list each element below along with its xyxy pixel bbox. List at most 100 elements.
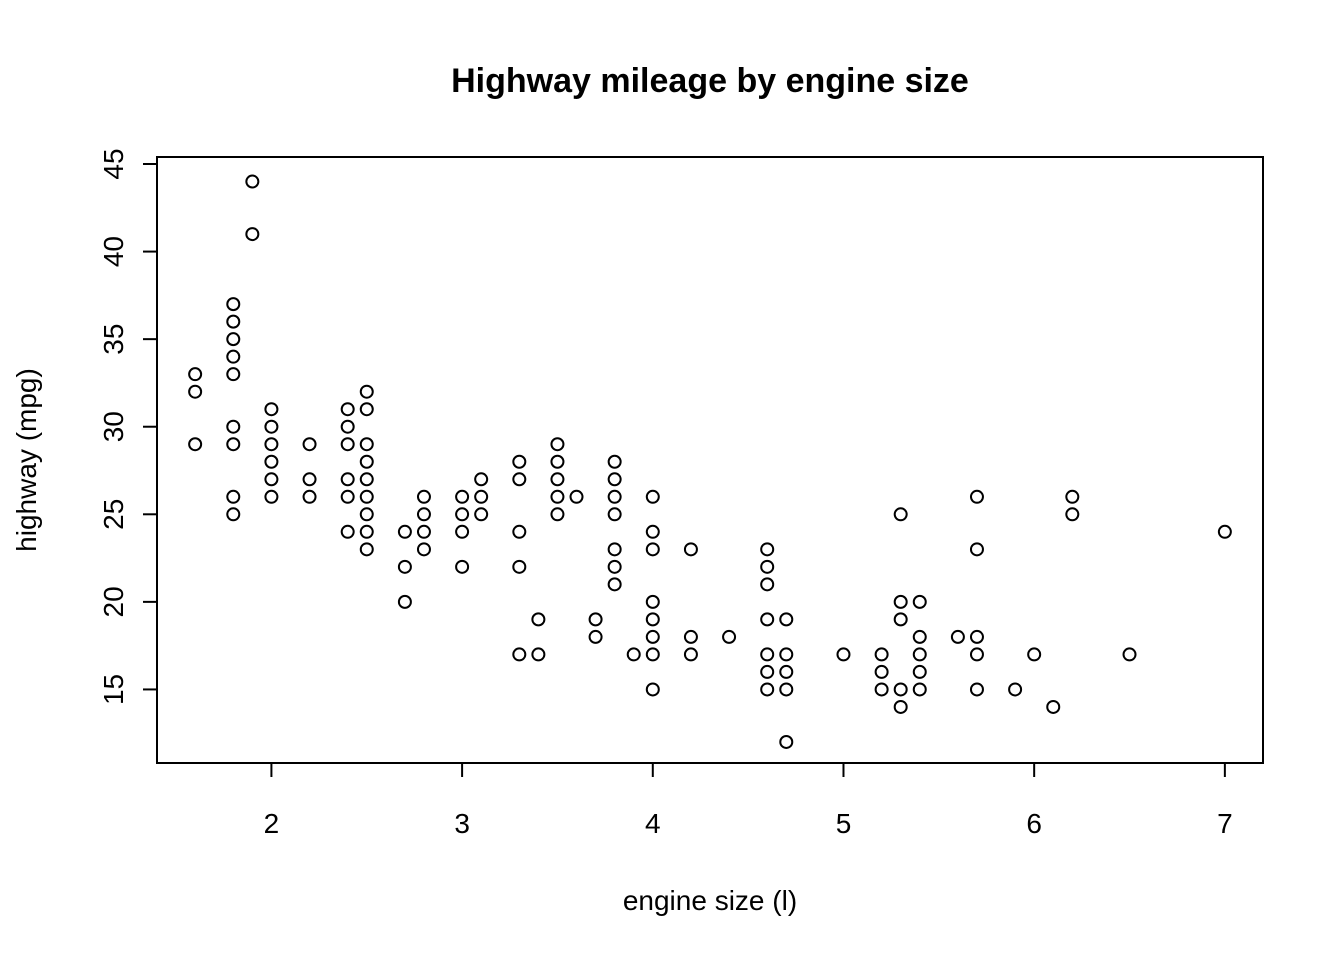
data-point xyxy=(264,402,279,417)
data-point xyxy=(550,472,565,487)
data-point xyxy=(550,507,565,522)
data-point xyxy=(1027,647,1042,662)
data-point xyxy=(779,682,794,697)
data-point xyxy=(645,542,660,557)
data-point xyxy=(969,629,984,644)
data-point xyxy=(588,612,603,627)
data-point xyxy=(226,489,241,504)
data-point xyxy=(340,419,355,434)
data-point xyxy=(645,612,660,627)
y-tick-label: 20 xyxy=(98,586,129,617)
y-tick-label: 15 xyxy=(98,674,129,705)
data-point xyxy=(416,489,431,504)
data-point xyxy=(950,629,965,644)
data-point xyxy=(645,682,660,697)
data-point xyxy=(969,682,984,697)
data-point xyxy=(1217,524,1232,539)
data-point xyxy=(455,524,470,539)
data-point xyxy=(779,734,794,749)
data-point xyxy=(912,629,927,644)
data-points xyxy=(188,174,1232,749)
data-point xyxy=(645,489,660,504)
y-axis: 15 20 25 30 35 40 45 xyxy=(98,148,158,705)
data-point xyxy=(645,594,660,609)
y-tick-label: 30 xyxy=(98,411,129,442)
data-point xyxy=(969,489,984,504)
data-point xyxy=(1065,507,1080,522)
data-point xyxy=(512,647,527,662)
data-point xyxy=(188,384,203,399)
data-point xyxy=(607,542,622,557)
data-point xyxy=(226,332,241,347)
data-point xyxy=(645,629,660,644)
data-point xyxy=(893,699,908,714)
data-point xyxy=(550,454,565,469)
x-tick-label: 3 xyxy=(454,808,470,839)
data-point xyxy=(760,682,775,697)
data-point xyxy=(607,489,622,504)
data-point xyxy=(512,559,527,574)
x-tick-label: 5 xyxy=(836,808,852,839)
data-point xyxy=(760,577,775,592)
data-point xyxy=(912,682,927,697)
chart-title: Highway mileage by engine size xyxy=(451,62,969,100)
data-point xyxy=(912,664,927,679)
data-point xyxy=(455,507,470,522)
data-point xyxy=(226,349,241,364)
y-tick-label: 35 xyxy=(98,324,129,355)
data-point xyxy=(397,594,412,609)
data-point xyxy=(683,542,698,557)
x-tick-label: 7 xyxy=(1217,808,1233,839)
data-point xyxy=(569,489,584,504)
data-point xyxy=(359,507,374,522)
data-point xyxy=(836,647,851,662)
data-point xyxy=(969,542,984,557)
data-point xyxy=(531,647,546,662)
data-point xyxy=(1122,647,1137,662)
plot-frame xyxy=(156,156,1264,764)
data-point xyxy=(359,402,374,417)
data-point xyxy=(626,647,641,662)
x-axis: 2 3 4 5 6 7 xyxy=(264,762,1233,839)
data-point xyxy=(359,524,374,539)
data-point xyxy=(1008,682,1023,697)
data-point xyxy=(779,664,794,679)
data-point xyxy=(607,577,622,592)
data-point xyxy=(359,542,374,557)
y-tick-label: 45 xyxy=(98,148,129,179)
data-point xyxy=(1046,699,1061,714)
data-point xyxy=(226,419,241,434)
data-point xyxy=(397,559,412,574)
data-point xyxy=(779,612,794,627)
data-point xyxy=(874,682,889,697)
data-point xyxy=(359,454,374,469)
x-tick-label: 6 xyxy=(1026,808,1042,839)
data-point xyxy=(359,472,374,487)
data-point xyxy=(760,559,775,574)
data-point xyxy=(683,629,698,644)
data-point xyxy=(264,489,279,504)
data-point xyxy=(226,507,241,522)
data-point xyxy=(302,437,317,452)
data-point xyxy=(340,437,355,452)
data-point xyxy=(760,542,775,557)
data-point xyxy=(245,174,260,189)
data-point xyxy=(912,647,927,662)
data-point xyxy=(188,367,203,382)
data-point xyxy=(226,437,241,452)
data-point xyxy=(359,489,374,504)
data-point xyxy=(416,507,431,522)
data-point xyxy=(893,682,908,697)
x-tick-label: 4 xyxy=(645,808,661,839)
data-point xyxy=(683,647,698,662)
data-point xyxy=(645,647,660,662)
data-point xyxy=(722,629,737,644)
data-point xyxy=(264,454,279,469)
data-point xyxy=(302,472,317,487)
data-point xyxy=(302,489,317,504)
data-point xyxy=(340,524,355,539)
data-point xyxy=(359,437,374,452)
data-point xyxy=(531,612,546,627)
data-point xyxy=(397,524,412,539)
